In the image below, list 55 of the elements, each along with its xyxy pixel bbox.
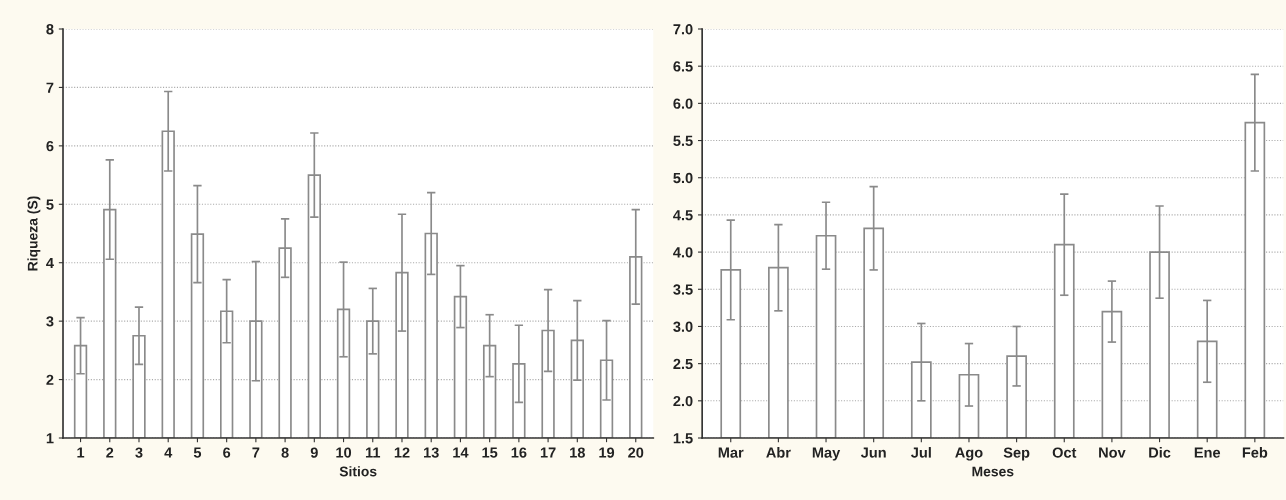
x-tick-label: Oct (1052, 447, 1077, 458)
x-tick-label: Feb (1242, 447, 1268, 458)
y-tick-label: 6 (46, 140, 54, 152)
y-tick-label: 2.5 (673, 358, 693, 370)
y-tick-label: 3.0 (673, 321, 693, 332)
x-tick-label: 7 (252, 447, 260, 458)
x-tick-label: May (812, 447, 841, 461)
y-axis-title: Riqueza (S) (27, 196, 41, 271)
x-tick-label: 2 (106, 447, 114, 458)
y-tick-label: 7.0 (673, 24, 693, 35)
y-tick-label: 3.5 (673, 284, 693, 295)
x-tick-label: Ene (1194, 447, 1221, 458)
x-tick-label: 3 (135, 447, 143, 458)
x-tick-label: Jun (860, 447, 886, 458)
x-tick-label: Ago (955, 447, 983, 461)
x-tick-label: Jul (911, 447, 931, 458)
x-tick-label: 18 (570, 447, 585, 458)
x-tick-label: 16 (511, 447, 527, 458)
x-tick-label: Mar (718, 447, 744, 458)
x-tick-label: 12 (394, 447, 410, 458)
y-tick-label: 6.0 (673, 98, 693, 109)
x-tick-label: 9 (310, 447, 318, 458)
x-tick-label: 11 (365, 447, 381, 458)
x-tick-label: 19 (599, 447, 615, 458)
x-tick-label: 5 (193, 447, 202, 458)
x-tick-label: Dic (1149, 447, 1171, 458)
y-tick-label: 1.5 (673, 433, 693, 444)
x-tick-label: 13 (424, 447, 439, 458)
y-tick-label: 1 (46, 433, 54, 444)
x-tick-label: 17 (540, 447, 556, 458)
y-tick-label: 6.5 (673, 61, 693, 72)
x-tick-label: 15 (482, 447, 498, 458)
y-tick-label: 2.0 (673, 395, 693, 407)
y-tick-label: 4 (46, 257, 54, 268)
x-tick-label: 6 (223, 447, 231, 458)
y-tick-label: 8 (46, 24, 54, 35)
y-tick-label: 2 (46, 374, 54, 385)
x-tick-label: 1 (77, 447, 85, 458)
y-tick-label: 4.0 (673, 247, 693, 258)
x-tick-label: 10 (336, 447, 352, 458)
x-axis-title: Sitios (339, 466, 377, 477)
y-tick-label: 4.5 (673, 210, 693, 221)
x-tick-label: 14 (453, 447, 469, 458)
y-tick-label: 5 (46, 199, 54, 210)
y-tick-label: 5.0 (673, 172, 693, 184)
x-tick-label: Sep (1003, 447, 1030, 461)
x-tick-label: 20 (628, 447, 644, 458)
x-tick-label: 4 (164, 447, 173, 458)
y-tick-label: 5.5 (673, 135, 693, 146)
x-tick-label: Abr (766, 447, 791, 458)
y-tick-label: 7 (46, 82, 54, 93)
x-tick-label: 8 (281, 447, 289, 458)
x-axis-title: Meses (972, 466, 1014, 477)
x-tick-label: Nov (1099, 447, 1126, 458)
y-tick-label: 3 (46, 316, 54, 327)
